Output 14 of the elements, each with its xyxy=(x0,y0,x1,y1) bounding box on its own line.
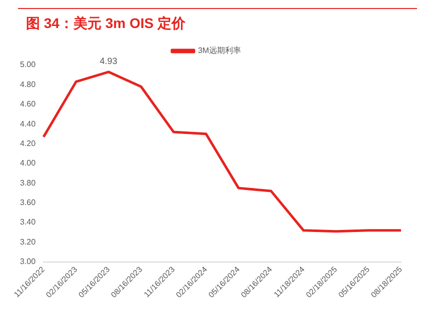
y-tick-label: 4.60 xyxy=(20,100,36,109)
y-tick-label: 3.60 xyxy=(20,198,36,208)
data-label: 4.93 xyxy=(100,56,118,66)
y-tick-label: 3.00 xyxy=(20,257,36,266)
y-tick-label: 4.00 xyxy=(20,158,36,168)
y-tick-label: 4.40 xyxy=(20,119,36,128)
y-tick-label: 3.80 xyxy=(20,178,36,188)
chart-title: 图 34：美元 3m OIS 定价 xyxy=(18,8,417,33)
y-tick-label: 5.00 xyxy=(20,60,36,70)
y-tick-label: 3.40 xyxy=(20,218,36,227)
legend-label: 3M远期利率 xyxy=(198,46,242,56)
y-tick-label: 4.80 xyxy=(20,80,36,89)
y-tick-label: 3.20 xyxy=(20,237,36,246)
y-tick-label: 4.20 xyxy=(20,138,36,148)
